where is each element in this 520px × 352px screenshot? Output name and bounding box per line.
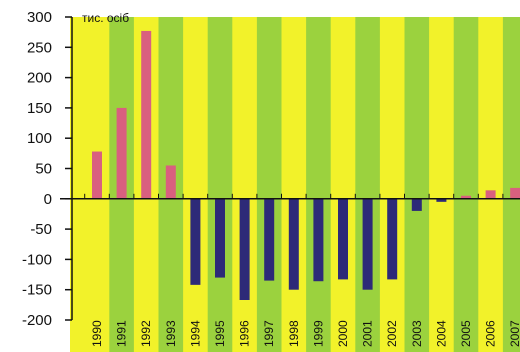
y-tick-label-200: 200 [27, 70, 52, 87]
unit-label: тис. осіб [82, 11, 129, 25]
x-tick-label-1991: 1991 [115, 320, 129, 347]
bar-2000 [338, 198, 348, 280]
y-tick-label-50: 50 [35, 161, 52, 178]
bar-1997 [264, 198, 275, 281]
x-tick-label-1999: 1999 [311, 320, 325, 347]
x-tick-label-2006: 2006 [484, 320, 498, 347]
x-tick-label-1994: 1994 [188, 320, 202, 347]
y-tick-label--200: -200 [22, 312, 52, 329]
band-1997 [256, 17, 282, 352]
x-tick-label-1998: 1998 [287, 320, 301, 347]
band-2003 [404, 17, 430, 352]
bar-1996 [239, 198, 250, 301]
x-tick-label-2002: 2002 [385, 320, 399, 347]
x-tick-label-1990: 1990 [90, 320, 104, 347]
y-tick-label-150: 150 [27, 100, 52, 117]
band-1999 [306, 17, 331, 352]
bar-1994 [190, 198, 201, 285]
x-tick-label-1992: 1992 [139, 320, 153, 347]
x-tick-label-2001: 2001 [361, 320, 375, 347]
band-2005 [453, 17, 479, 352]
x-tick-label-1993: 1993 [164, 320, 178, 347]
bar-1992 [141, 30, 152, 199]
bar-1993 [165, 165, 176, 199]
x-tick-label-2003: 2003 [410, 320, 424, 347]
bar-1998 [288, 198, 299, 290]
background-bands [70, 17, 520, 352]
y-tick-label--150: -150 [22, 282, 52, 299]
y-tick-label-100: 100 [27, 130, 52, 147]
bar-2002 [387, 198, 398, 280]
bar-1999 [313, 198, 324, 282]
x-tick-label-2007: 2007 [508, 320, 520, 347]
x-tick-label-2000: 2000 [336, 320, 350, 347]
band-2001 [355, 17, 380, 352]
y-tick-label-0: 0 [44, 191, 52, 208]
x-tick-label-1995: 1995 [213, 320, 227, 347]
x-tick-label-1996: 1996 [238, 320, 252, 347]
y-tick-label-250: 250 [27, 39, 52, 56]
x-tick-label-2005: 2005 [459, 320, 473, 347]
x-ticks: 1990 1991 1992 1993 1994 1995 1996 1997 1998 1999… [84, 193, 520, 347]
y-tick-label--50: -50 [30, 221, 52, 238]
bar-2004 [436, 198, 447, 202]
band-2007 [502, 17, 520, 352]
y-tick-label-300: 300 [27, 9, 52, 26]
bar-1990 [92, 151, 102, 199]
plot-background [70, 17, 520, 352]
bar-2007 [510, 187, 520, 199]
band-1995 [207, 17, 233, 352]
bar-2003 [411, 198, 422, 211]
y-ticks: 300 250 200 150 100 50 0 -50 -100 -150 -200 [22, 9, 72, 329]
bars [92, 30, 520, 301]
bar-1995 [215, 198, 225, 278]
bar-2005 [461, 195, 471, 199]
x-tick-label-1997: 1997 [262, 320, 276, 347]
x-tick-label-2004: 2004 [434, 320, 448, 347]
bar-2006 [485, 190, 496, 199]
y-tick-label--100: -100 [22, 251, 52, 268]
bar-2001 [362, 198, 373, 290]
bar-1991 [116, 107, 127, 199]
